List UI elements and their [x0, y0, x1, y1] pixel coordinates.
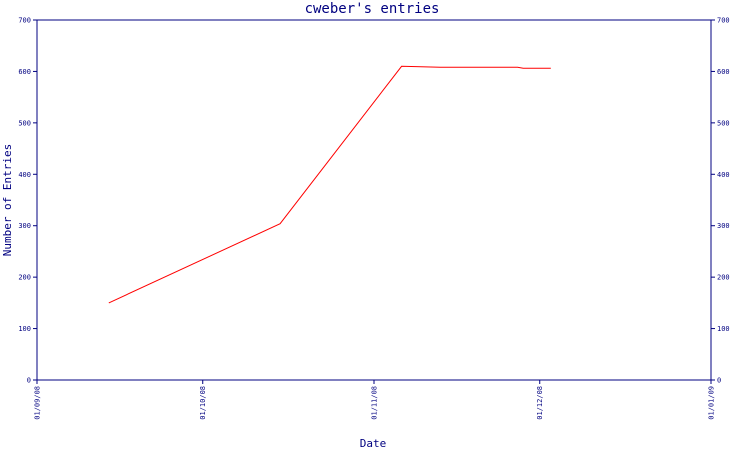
y-tick-label-right: 100 — [717, 325, 730, 333]
x-tick-label: 01/09/08 — [34, 386, 42, 420]
y-tick-label-left: 0 — [27, 377, 31, 385]
x-tick-label: 01/12/08 — [536, 386, 544, 420]
y-tick-label-left: 300 — [18, 222, 31, 230]
chart-title: cweber's entries — [305, 1, 440, 17]
y-tick-label-right: 200 — [717, 274, 730, 282]
series-group — [108, 65, 551, 304]
y-tick-label-left: 700 — [18, 17, 31, 25]
y-tick-label-left: 500 — [18, 119, 31, 127]
y-tick-label-left: 600 — [18, 68, 31, 76]
y-tick-label-left: 100 — [18, 325, 31, 333]
plot-area-frame — [36, 19, 712, 381]
x-tick-label: 01/10/08 — [199, 386, 207, 420]
y-axis-label: Number of Entries — [1, 144, 14, 257]
x-axis: 01/09/08 01/10/08 01/11/08 01/12/08 01/01/09 — [34, 380, 716, 420]
y-axis-right: 0 100 200 300 400 500 600 700 — [711, 17, 730, 385]
y-tick-label-left: 200 — [18, 274, 31, 282]
y-tick-label-right: 0 — [717, 377, 721, 385]
x-axis-label: Date — [360, 437, 387, 450]
y-tick-label-right: 400 — [717, 171, 730, 179]
y-axis-left: 0 100 200 300 400 500 600 700 — [18, 17, 37, 385]
y-tick-label-left: 400 — [18, 171, 31, 179]
series-line — [108, 65, 551, 304]
x-tick-label: 01/11/08 — [371, 386, 379, 420]
x-tick-label: 01/01/09 — [708, 386, 716, 420]
y-tick-label-right: 700 — [717, 17, 730, 25]
y-tick-label-right: 300 — [717, 222, 730, 230]
y-tick-label-right: 600 — [717, 68, 730, 76]
y-tick-label-right: 500 — [717, 119, 730, 127]
